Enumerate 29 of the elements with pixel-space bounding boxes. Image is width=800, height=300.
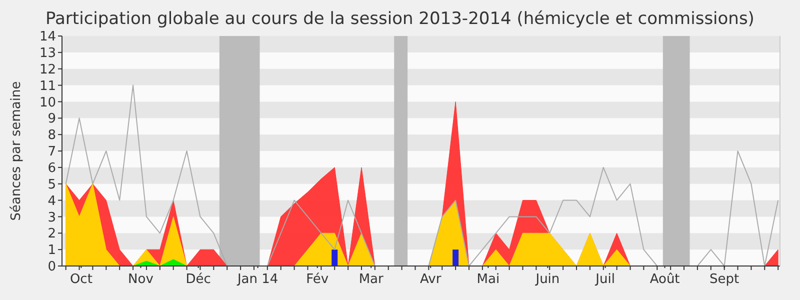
x-tick-label: Août — [650, 272, 680, 287]
y-axis-title: Séances par semaine — [9, 81, 24, 221]
x-tick-label: Fév — [306, 272, 329, 287]
y-tick-label: 13 — [39, 46, 56, 61]
x-tick-label: Oct — [70, 272, 92, 287]
y-tick-label: 8 — [48, 128, 56, 144]
y-tick-label: 1 — [48, 243, 56, 258]
x-tick-label: Sept — [710, 272, 740, 287]
y-tick-label: 2 — [48, 226, 56, 242]
x-tick-label: Juin — [534, 272, 560, 287]
y-tick-label: 3 — [48, 210, 56, 226]
x-tick-label: Jan 14 — [236, 272, 278, 287]
y-tick-label: 5 — [48, 177, 56, 192]
y-tick-label: 14 — [39, 30, 56, 45]
y-tick-label: 9 — [48, 112, 56, 127]
y-tick-label: 12 — [39, 62, 56, 78]
x-tick-label: Avr — [420, 272, 442, 287]
x-tick-label: Déc — [186, 272, 211, 287]
y-tick-label: 4 — [48, 194, 56, 209]
x-tick-label: Nov — [128, 272, 154, 287]
x-tick-label: Mai — [476, 272, 500, 287]
x-tick-label: Juil — [594, 272, 615, 287]
y-tick-label: 10 — [39, 95, 56, 110]
y-tick-label: 0 — [48, 260, 56, 275]
y-tick-label: 6 — [48, 160, 56, 176]
chart-title: Participation globale au cours de la session 2013-2014 (hémicycle et commissions) — [46, 9, 754, 29]
y-tick-label: 7 — [48, 144, 56, 160]
x-tick-label: Mar — [358, 272, 384, 287]
y-tick-label: 11 — [39, 78, 56, 94]
